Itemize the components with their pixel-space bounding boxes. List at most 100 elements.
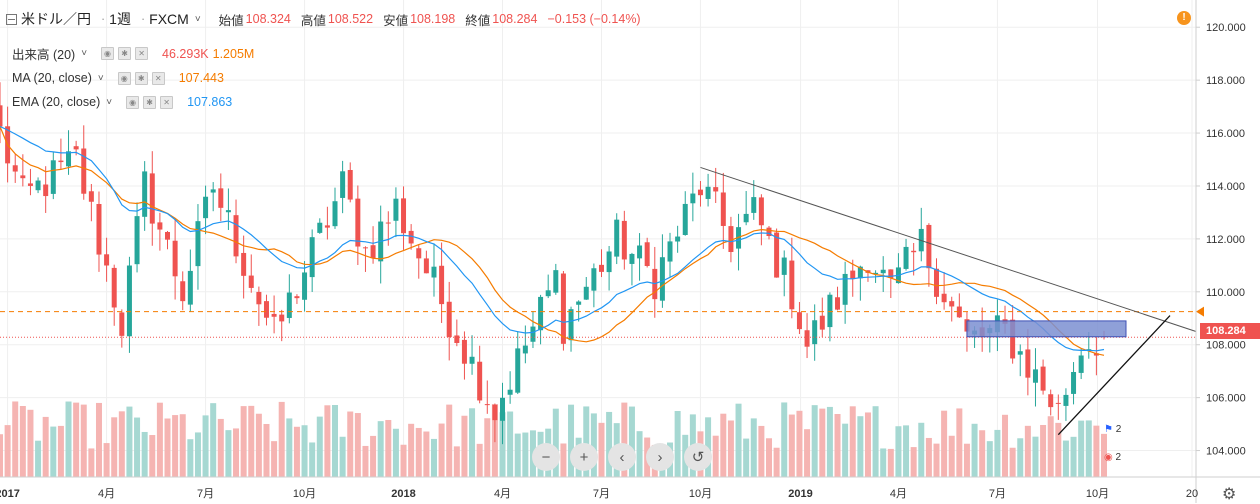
volume-bar	[164, 418, 171, 477]
volume-bar	[712, 435, 719, 477]
alert-icon[interactable]: !	[1177, 11, 1191, 25]
volume-bar	[385, 419, 392, 477]
volume-bar	[35, 440, 42, 477]
symbol-name[interactable]: 米ドル／円	[21, 11, 91, 27]
collapse-icon[interactable]	[6, 13, 17, 25]
chevron-down-icon[interactable]: ˅	[97, 72, 104, 84]
volume-bar	[872, 406, 879, 477]
candle-body	[256, 291, 262, 305]
candle-body	[309, 237, 315, 278]
volume-bar	[1062, 440, 1069, 477]
candle-body	[66, 151, 72, 167]
settings-gear-icon[interactable]: ⚙	[1222, 486, 1237, 503]
candle-body	[241, 252, 247, 276]
source-label[interactable]: FXCM	[149, 11, 189, 27]
y-tick-label: 120.000	[1206, 22, 1246, 34]
close-value: 108.284	[492, 12, 538, 26]
gear-icon[interactable]: ✱	[134, 71, 148, 85]
eye-icon[interactable]: ◉	[101, 47, 115, 60]
candle-body	[248, 275, 254, 288]
volume-bar	[621, 402, 628, 477]
candle-body	[766, 227, 772, 237]
volume-bar	[773, 447, 780, 477]
zoom-out-button[interactable]: −	[532, 443, 560, 471]
candle-body	[218, 188, 224, 208]
chevron-down-icon[interactable]: ˅	[81, 48, 88, 59]
candle-body	[713, 187, 719, 192]
volume-bar	[370, 435, 377, 477]
volume-bar	[293, 426, 300, 477]
volume-bar	[956, 408, 963, 477]
volume-bar	[194, 432, 201, 477]
candle-body	[751, 197, 757, 213]
volume-bar	[255, 413, 262, 477]
volume-indicator-name[interactable]: 出来高 (20)	[12, 48, 76, 62]
candle-body	[1032, 369, 1038, 383]
volume-legend: 出来高 (20) ˅ ◉ ✱ ✕ 46.293K 1.205M	[12, 44, 258, 63]
candle-body	[515, 348, 521, 393]
eye-icon[interactable]: ◉	[126, 95, 140, 109]
volume-bar	[103, 443, 110, 477]
ema-indicator-name[interactable]: EMA (20, close)	[12, 95, 101, 109]
flag-icon: ⚑	[1104, 424, 1113, 435]
x-tick-label: 2018	[391, 488, 415, 500]
candle-body	[408, 230, 414, 244]
close-icon[interactable]: ✕	[135, 47, 149, 60]
chevron-down-icon[interactable]: ˅	[106, 96, 113, 108]
volume-bar	[552, 408, 559, 477]
volume-value: 46.293K	[162, 46, 209, 61]
interval-label[interactable]: 1週	[109, 11, 131, 27]
scroll-right-button[interactable]: ›	[646, 443, 674, 471]
indicator-lines	[0, 125, 1105, 356]
candle-body	[1010, 319, 1016, 359]
volume-bar	[568, 404, 575, 477]
volume-bar	[1101, 433, 1107, 477]
current-price-tag: 108.284	[1200, 323, 1260, 339]
ma-indicator-name[interactable]: MA (20, close)	[12, 71, 92, 85]
candle-body	[439, 265, 445, 305]
volume-bar	[316, 416, 323, 477]
close-icon[interactable]: ✕	[151, 71, 165, 85]
y-tick-label: 118.000	[1206, 75, 1245, 87]
volume-bar	[149, 435, 156, 477]
chevron-down-icon[interactable]: ˅	[194, 13, 201, 25]
volume-bar	[225, 430, 232, 477]
reset-chart-button[interactable]: ↺	[684, 443, 712, 471]
candle-body	[203, 196, 209, 219]
candle-body	[933, 268, 939, 297]
zoom-in-button[interactable]: +	[570, 443, 598, 471]
eye-icon[interactable]: ◉	[117, 71, 131, 85]
x-tick-label: 4月	[98, 488, 115, 500]
ma-legend: MA (20, close) ˅ ◉ ✱ ✕ 107.443	[12, 71, 228, 85]
candle-body	[720, 192, 726, 226]
gear-icon[interactable]: ✱	[143, 95, 157, 109]
candle-body	[355, 198, 361, 247]
event-badge-dividend[interactable]: ◉ 2	[1104, 452, 1122, 463]
candle-body	[553, 270, 559, 293]
candle-body	[835, 297, 841, 310]
volume-bar	[347, 411, 354, 477]
candle-body	[644, 242, 650, 266]
volume-bar	[438, 423, 445, 477]
event-badge-flag[interactable]: ⚑ 2	[1104, 424, 1122, 435]
volume-bar	[1070, 436, 1077, 477]
volume-bar	[994, 429, 1001, 477]
candle-body	[522, 345, 528, 354]
candle-body	[804, 330, 810, 347]
volume-bar	[941, 410, 948, 477]
volume-bar	[743, 438, 750, 477]
volume-bar	[826, 406, 833, 477]
x-tick-label: 10月	[689, 488, 712, 500]
volume-bar	[430, 438, 437, 477]
volume-bar	[73, 402, 80, 477]
candle-body	[1063, 394, 1069, 406]
volume-bar	[65, 401, 72, 477]
gear-icon[interactable]: ✱	[118, 47, 132, 60]
candle-body	[1078, 355, 1084, 373]
scroll-left-button[interactable]: ‹	[608, 443, 636, 471]
candle-body	[1055, 402, 1061, 404]
volume-bar	[788, 414, 795, 477]
close-icon[interactable]: ✕	[160, 95, 174, 109]
candle-body	[812, 320, 818, 345]
